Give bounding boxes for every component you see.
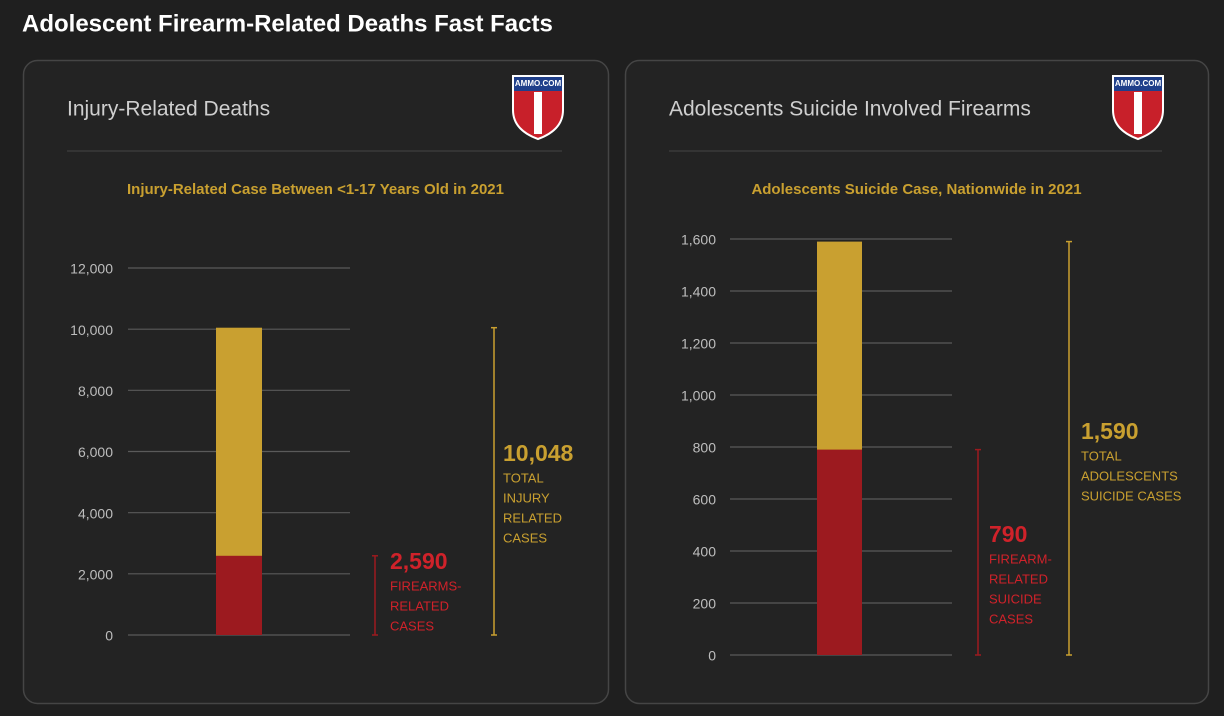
- annotation-text: SUICIDE: [989, 591, 1042, 606]
- annotation-text: RELATED: [390, 598, 449, 613]
- y-tick-label: 2,000: [78, 567, 113, 583]
- value-label: 2,590: [390, 548, 448, 574]
- chart-title: Adolescents Suicide Case, Nationwide in …: [751, 181, 1081, 198]
- y-tick-label: 0: [708, 648, 716, 664]
- annotation-text: INJURY: [503, 490, 550, 505]
- y-tick-label: 8,000: [78, 383, 113, 399]
- card-frame: [624, 59, 1210, 705]
- y-tick-label: 12,000: [70, 261, 113, 277]
- y-tick-label: 800: [693, 440, 717, 456]
- y-tick-label: 1,600: [681, 232, 716, 248]
- card: Adolescents Suicide Involved Firearms AMM…: [624, 59, 1210, 705]
- y-tick-label: 0: [105, 628, 113, 644]
- y-tick-label: 1,200: [681, 336, 716, 352]
- annotation-text: FIREARM-: [989, 551, 1052, 566]
- bar: [817, 449, 862, 655]
- y-tick-label: 10,000: [70, 322, 113, 338]
- y-tick-label: 6,000: [78, 444, 113, 460]
- card-frame: [22, 59, 610, 705]
- logo-stripe: [1134, 92, 1142, 134]
- annotation-text: TOTAL: [503, 470, 544, 485]
- bar: [216, 555, 262, 635]
- page-title: Adolescent Firearm-Related Deaths Fast F…: [22, 10, 553, 37]
- y-tick-label: 1,000: [681, 388, 716, 404]
- annotation-text: RELATED: [989, 571, 1048, 586]
- card-title: Injury-Related Deaths: [67, 98, 270, 121]
- chart-title: Injury-Related Case Between <1-17 Years …: [127, 181, 504, 198]
- annotation-text: CASES: [503, 530, 547, 545]
- y-tick-label: 1,400: [681, 284, 716, 300]
- annotation-text: RELATED: [503, 510, 562, 525]
- value-label: 10,048: [503, 440, 574, 466]
- annotation-text: FIREARMS-: [390, 578, 462, 593]
- logo-band: [514, 77, 562, 91]
- y-tick-label: 600: [693, 492, 717, 508]
- y-tick-label: 4,000: [78, 505, 113, 521]
- value-label: 1,590: [1081, 418, 1139, 444]
- annotation-text: CASES: [989, 611, 1033, 626]
- logo-band: [1114, 77, 1162, 91]
- annotation-text: SUICIDE CASES: [1081, 488, 1182, 503]
- card-title: Adolescents Suicide Involved Firearms: [669, 98, 1031, 121]
- value-label: 790: [989, 521, 1027, 547]
- logo-stripe: [534, 92, 542, 134]
- logo-text: AMMO.COM: [1115, 79, 1162, 88]
- annotation-text: CASES: [390, 618, 434, 633]
- logo-text: AMMO.COM: [515, 79, 562, 88]
- card: Injury-Related Deaths AMMO.COM Injury-Rela…: [22, 59, 610, 705]
- annotation-text: TOTAL: [1081, 448, 1122, 463]
- y-tick-label: 400: [693, 544, 717, 560]
- annotation-text: ADOLESCENTS: [1081, 468, 1178, 483]
- y-tick-label: 200: [693, 596, 717, 612]
